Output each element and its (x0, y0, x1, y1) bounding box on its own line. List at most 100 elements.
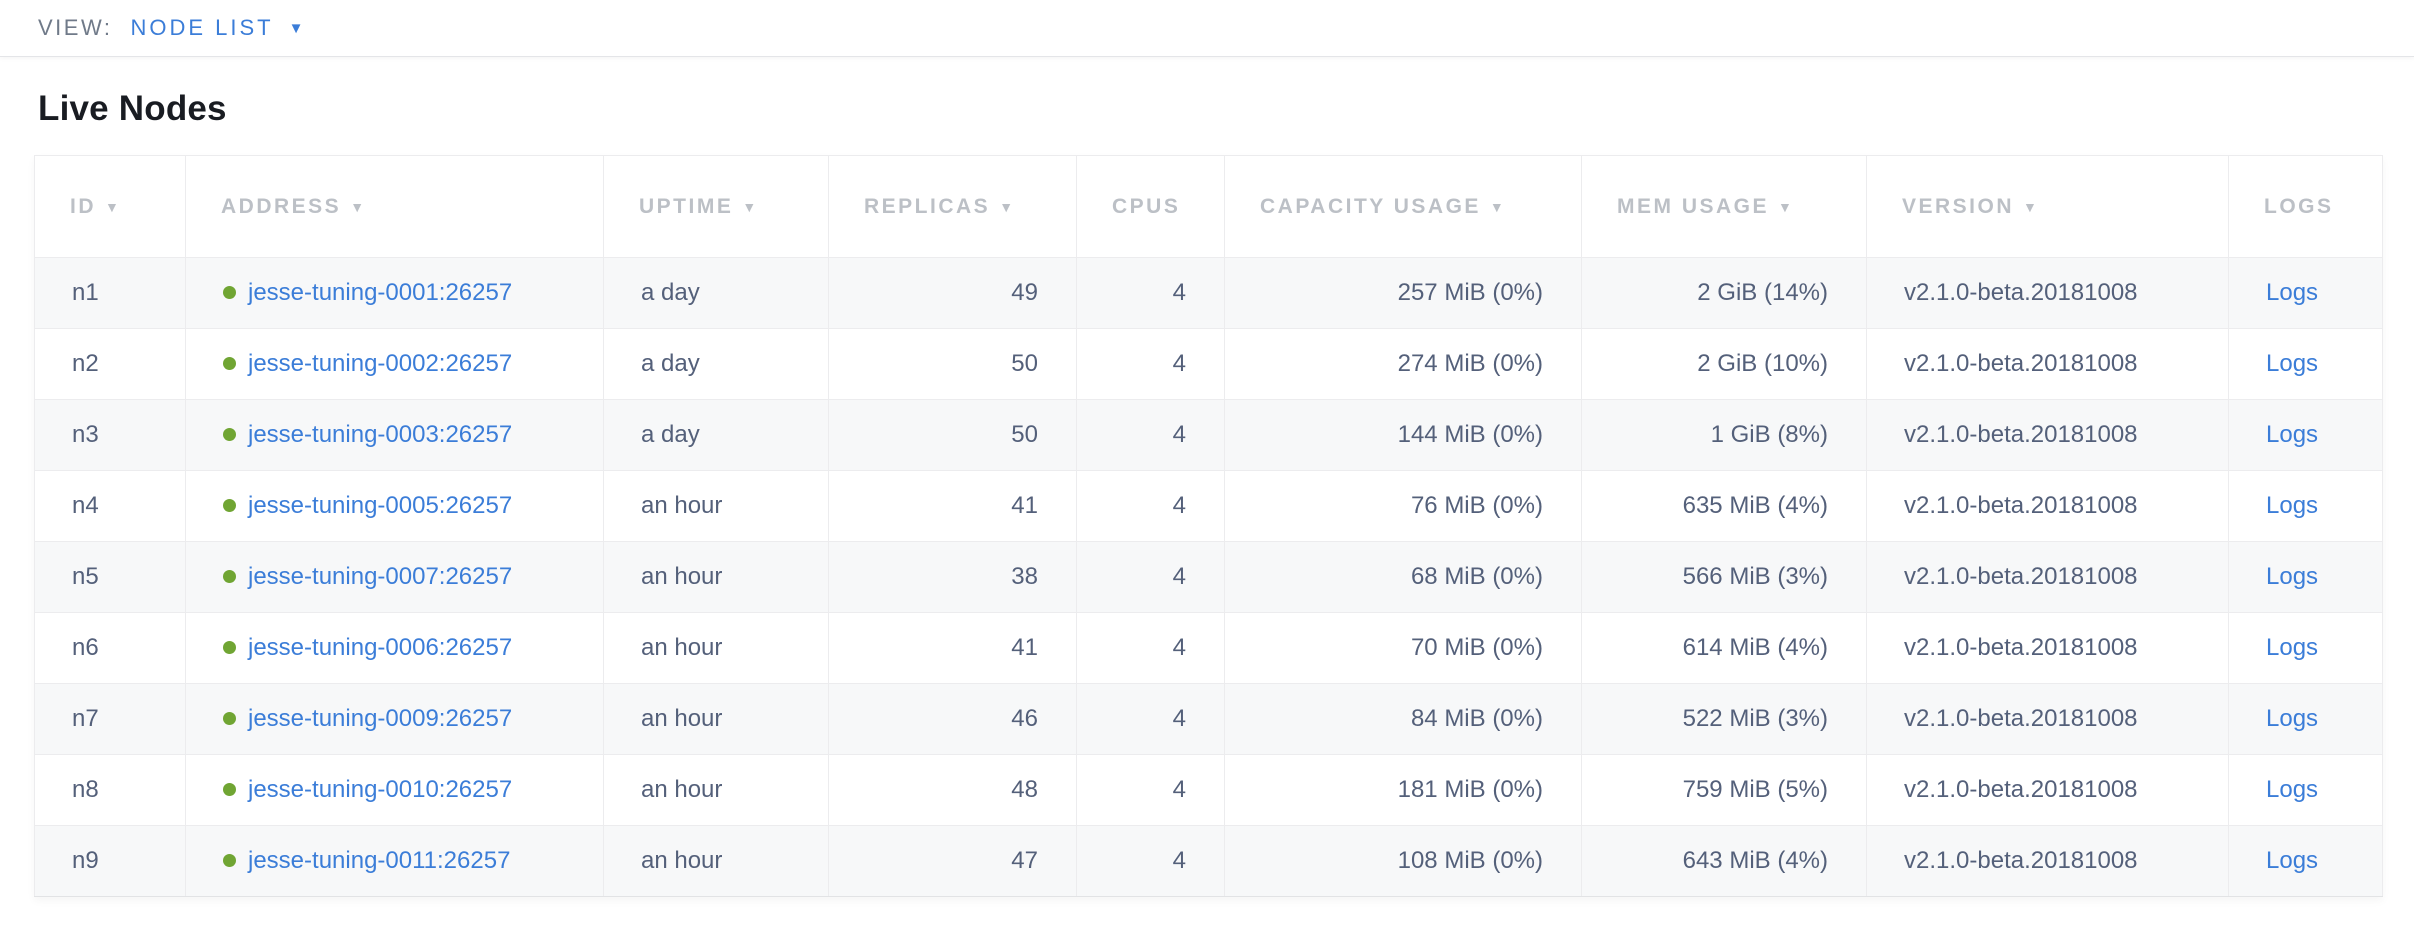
cell-mem: 614 MiB (4%) (1581, 612, 1867, 684)
cell-logs: Logs (2228, 754, 2383, 826)
cell-uptime: an hour (603, 612, 829, 684)
column-label: VERSION (1902, 194, 2015, 218)
cell-uptime: a day (603, 257, 829, 329)
node-address-link[interactable]: jesse-tuning-0005:26257 (248, 492, 513, 519)
column-header-capacity[interactable]: CAPACITY USAGE ▼ (1224, 155, 1582, 258)
cell-logs: Logs (2228, 257, 2383, 329)
logs-link[interactable]: Logs (2266, 634, 2319, 661)
sort-desc-icon: ▼ (2023, 198, 2040, 215)
column-label: ID (70, 194, 96, 218)
cell-address: jesse-tuning-0006:26257 (185, 612, 604, 684)
cell-id: n9 (34, 825, 186, 897)
table-row: n3 jesse-tuning-0003:26257 a day 50 4 144 MiB… (34, 399, 2383, 471)
cell-version: v2.1.0-beta.20181008 (1866, 470, 2229, 542)
node-address-link[interactable]: jesse-tuning-0003:26257 (248, 421, 513, 448)
column-header-address[interactable]: ADDRESS ▼ (185, 155, 604, 258)
node-address-link[interactable]: jesse-tuning-0009:26257 (248, 705, 513, 732)
cell-cpus: 4 (1076, 825, 1225, 897)
node-healthy-icon (223, 286, 236, 299)
chevron-down-icon: ▼ (288, 19, 304, 37)
cell-uptime: an hour (603, 541, 829, 613)
cell-mem: 1 GiB (8%) (1581, 399, 1867, 471)
column-label: ADDRESS (221, 194, 342, 218)
column-header-cpus: CPUS (1076, 155, 1225, 258)
logs-link[interactable]: Logs (2266, 279, 2319, 306)
cell-uptime: an hour (603, 683, 829, 755)
table-row: n6 jesse-tuning-0006:26257 an hour 41 4 70 Mi… (34, 612, 2383, 684)
sort-desc-icon: ▼ (999, 198, 1016, 215)
logs-link[interactable]: Logs (2266, 563, 2319, 590)
cell-uptime: an hour (603, 754, 829, 826)
cell-logs: Logs (2228, 470, 2383, 542)
node-healthy-icon (223, 854, 236, 867)
cell-capacity: 108 MiB (0%) (1224, 825, 1582, 897)
logs-link[interactable]: Logs (2266, 847, 2319, 874)
cell-version: v2.1.0-beta.20181008 (1866, 754, 2229, 826)
table-row: n9 jesse-tuning-0011:26257 an hour 47 4 108 M… (34, 825, 2383, 897)
logs-link[interactable]: Logs (2266, 421, 2319, 448)
cell-replicas: 50 (828, 328, 1077, 400)
live-nodes-section: Live Nodes ID ▼ ADDRESS ▼ UPTIME ▼ REPLICAS ▼ CP… (0, 89, 2414, 897)
logs-link[interactable]: Logs (2266, 705, 2319, 732)
page-title: Live Nodes (38, 89, 227, 128)
cell-capacity: 76 MiB (0%) (1224, 470, 1582, 542)
cell-replicas: 47 (828, 825, 1077, 897)
node-address-link[interactable]: jesse-tuning-0011:26257 (248, 847, 511, 874)
column-header-mem[interactable]: MEM USAGE ▼ (1581, 155, 1867, 258)
node-address-link[interactable]: jesse-tuning-0002:26257 (248, 350, 513, 377)
cell-capacity: 68 MiB (0%) (1224, 541, 1582, 613)
cell-mem: 643 MiB (4%) (1581, 825, 1867, 897)
cell-capacity: 181 MiB (0%) (1224, 754, 1582, 826)
view-label: VIEW: (38, 15, 113, 40)
cell-logs: Logs (2228, 825, 2383, 897)
logs-link[interactable]: Logs (2266, 776, 2319, 803)
cell-mem: 566 MiB (3%) (1581, 541, 1867, 613)
column-header-version[interactable]: VERSION ▼ (1866, 155, 2229, 258)
column-header-id[interactable]: ID ▼ (34, 155, 186, 258)
view-selector-value[interactable]: NODE LIST (130, 15, 274, 40)
cell-address: jesse-tuning-0007:26257 (185, 541, 604, 613)
cell-id: n4 (34, 470, 186, 542)
cell-logs: Logs (2228, 612, 2383, 684)
sort-desc-icon: ▼ (105, 198, 122, 215)
cell-address: jesse-tuning-0009:26257 (185, 683, 604, 755)
cell-version: v2.1.0-beta.20181008 (1866, 328, 2229, 400)
cell-id: n3 (34, 399, 186, 471)
cell-address: jesse-tuning-0010:26257 (185, 754, 604, 826)
column-label: CAPACITY USAGE (1260, 194, 1481, 218)
node-address-link[interactable]: jesse-tuning-0010:26257 (248, 776, 513, 803)
cell-mem: 2 GiB (10%) (1581, 328, 1867, 400)
column-label: LOGS (2264, 194, 2334, 218)
cell-address: jesse-tuning-0005:26257 (185, 470, 604, 542)
node-healthy-icon (223, 783, 236, 796)
cell-logs: Logs (2228, 683, 2383, 755)
live-nodes-table: ID ▼ ADDRESS ▼ UPTIME ▼ REPLICAS ▼ CPUS CAPACITY … (34, 155, 2383, 897)
cell-address: jesse-tuning-0003:26257 (185, 399, 604, 471)
cell-replicas: 41 (828, 470, 1077, 542)
column-header-replicas[interactable]: REPLICAS ▼ (828, 155, 1077, 258)
cell-uptime: an hour (603, 470, 829, 542)
column-header-uptime[interactable]: UPTIME ▼ (603, 155, 829, 258)
table-row: n7 jesse-tuning-0009:26257 an hour 46 4 84 Mi… (34, 683, 2383, 755)
cell-cpus: 4 (1076, 683, 1225, 755)
cell-cpus: 4 (1076, 541, 1225, 613)
node-address-link[interactable]: jesse-tuning-0006:26257 (248, 634, 513, 661)
cell-replicas: 48 (828, 754, 1077, 826)
view-selector-dropdown[interactable]: NODE LIST ▼ (130, 15, 303, 41)
cell-capacity: 144 MiB (0%) (1224, 399, 1582, 471)
node-address-link[interactable]: jesse-tuning-0007:26257 (248, 563, 513, 590)
cell-mem: 2 GiB (14%) (1581, 257, 1867, 329)
cell-replicas: 38 (828, 541, 1077, 613)
cell-replicas: 46 (828, 683, 1077, 755)
cell-mem: 635 MiB (4%) (1581, 470, 1867, 542)
logs-link[interactable]: Logs (2266, 492, 2319, 519)
logs-link[interactable]: Logs (2266, 350, 2319, 377)
cell-cpus: 4 (1076, 257, 1225, 329)
cell-address: jesse-tuning-0011:26257 (185, 825, 604, 897)
node-healthy-icon (223, 428, 236, 441)
cell-capacity: 84 MiB (0%) (1224, 683, 1582, 755)
cell-logs: Logs (2228, 399, 2383, 471)
node-address-link[interactable]: jesse-tuning-0001:26257 (248, 279, 513, 306)
cell-replicas: 49 (828, 257, 1077, 329)
column-label: MEM USAGE (1617, 194, 1770, 218)
